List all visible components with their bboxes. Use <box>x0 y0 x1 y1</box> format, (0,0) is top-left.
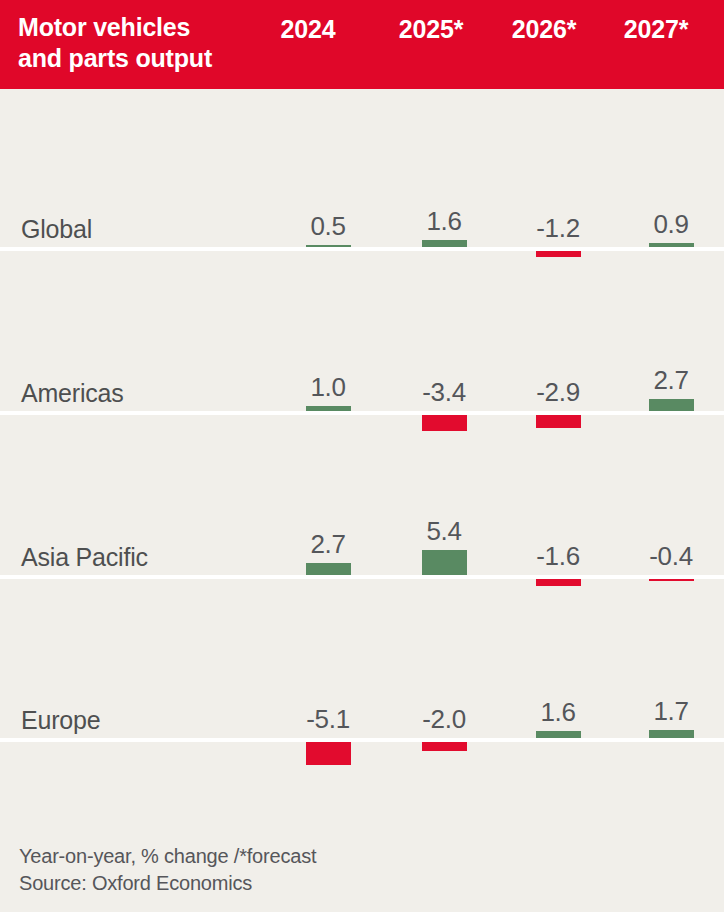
value-label: 2.7 <box>280 529 376 560</box>
chart-footnote: Year-on-year, % change /*forecast <box>19 845 316 868</box>
bar-americas-2024 <box>306 406 351 411</box>
row-label-asia-pacific: Asia Pacific <box>21 543 148 572</box>
bar-americas-2027 <box>649 399 694 411</box>
bar-europe-2027 <box>649 730 694 738</box>
row-label-americas: Americas <box>21 379 124 408</box>
chart-header: Motor vehicles and parts output 2024 2025… <box>0 0 724 89</box>
value-label: 5.4 <box>396 516 492 547</box>
zero-baseline <box>0 247 724 251</box>
bar-global-2025 <box>422 240 467 247</box>
value-label: 2.7 <box>623 365 719 396</box>
chart-title-line2: and parts output <box>18 43 212 74</box>
chart-title: Motor vehicles and parts output <box>18 12 212 74</box>
column-header-2025: 2025* <box>399 15 463 44</box>
value-label: 1.6 <box>510 697 606 728</box>
value-label: -2.9 <box>510 377 606 408</box>
zero-baseline <box>0 575 724 579</box>
bar-europe-2026 <box>536 731 581 738</box>
column-header-2026: 2026* <box>512 15 576 44</box>
value-label: -2.0 <box>396 704 492 735</box>
bar-global-2026 <box>536 251 581 257</box>
bar-asia-pacific-2024 <box>306 563 351 575</box>
zero-baseline <box>0 411 724 415</box>
value-label: -5.1 <box>280 704 376 735</box>
bar-global-2027 <box>649 243 694 247</box>
bar-asia-pacific-2027 <box>649 579 694 581</box>
value-label: 1.0 <box>280 372 376 403</box>
bar-americas-2025 <box>422 415 467 431</box>
bar-global-2024 <box>306 245 351 247</box>
value-label: -0.4 <box>623 541 719 572</box>
row-label-europe: Europe <box>21 706 100 735</box>
bar-europe-2024 <box>306 742 351 765</box>
bar-europe-2025 <box>422 742 467 751</box>
column-header-2027: 2027* <box>624 15 688 44</box>
bar-americas-2026 <box>536 415 581 428</box>
chart-canvas: Motor vehicles and parts output 2024 2025… <box>0 0 724 912</box>
bar-asia-pacific-2026 <box>536 579 581 586</box>
value-label: 1.7 <box>623 696 719 727</box>
value-label: -3.4 <box>396 377 492 408</box>
value-label: 1.6 <box>396 206 492 237</box>
zero-baseline <box>0 738 724 742</box>
column-header-2024: 2024 <box>281 15 336 44</box>
value-label: -1.2 <box>510 213 606 244</box>
value-label: 0.5 <box>280 211 376 242</box>
value-label: -1.6 <box>510 541 606 572</box>
chart-title-line1: Motor vehicles <box>18 12 212 43</box>
bar-asia-pacific-2025 <box>422 550 467 575</box>
row-label-global: Global <box>21 215 92 244</box>
chart-source: Source: Oxford Economics <box>19 872 252 895</box>
value-label: 0.9 <box>623 209 719 240</box>
